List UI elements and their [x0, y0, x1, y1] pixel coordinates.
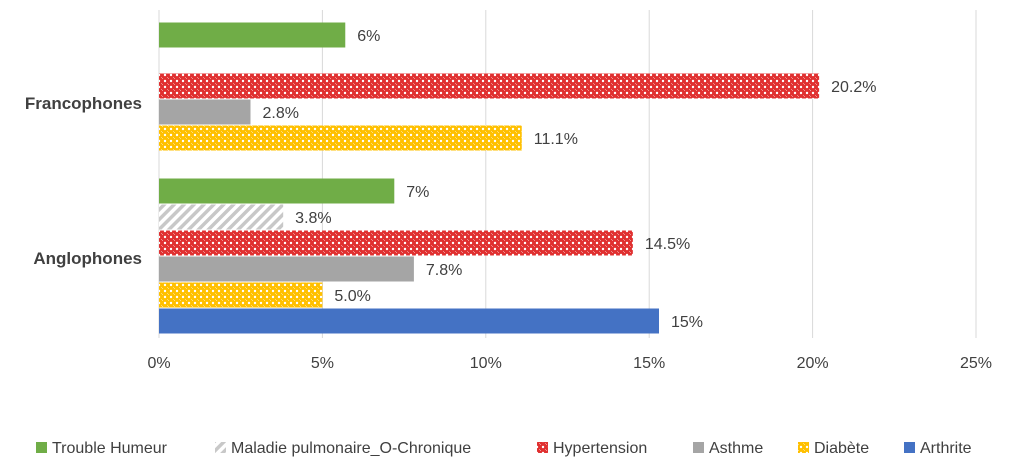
legend-swatch-arthrite: [904, 442, 915, 453]
x-tick-label: 20%: [797, 355, 829, 372]
bar-hypertension: [159, 73, 820, 99]
x-tick-label: 15%: [633, 355, 665, 372]
x-tick-label: 25%: [960, 355, 992, 372]
legend-label-asthme: Asthme: [709, 440, 763, 457]
data-label: 20.2%: [831, 79, 876, 96]
x-tick-label: 10%: [470, 355, 502, 372]
data-label: 2.8%: [263, 105, 299, 122]
bar-asthme: [159, 256, 414, 282]
bar-asthme: [159, 99, 251, 125]
data-label: 7%: [406, 184, 429, 201]
category-label: Francophones: [25, 94, 142, 113]
legend-swatch-hypertension: [537, 442, 548, 453]
bar-diabete: [159, 125, 522, 151]
legend-label-maladie-pulmonaire-o-chronique: Maladie pulmonaire_O-Chronique: [231, 440, 471, 457]
data-label: 11.1%: [534, 131, 578, 148]
legend-label-trouble-humeur: Trouble Humeur: [52, 440, 168, 457]
data-label: 5.0%: [334, 288, 370, 305]
data-label: 14.5%: [645, 236, 690, 253]
bar-hypertension: [159, 230, 633, 256]
legend-swatch-maladie-pulmonaire-o-chronique: [215, 442, 226, 453]
bar-diabete: [159, 282, 323, 308]
legend-swatch-diabete: [798, 442, 809, 453]
legend-label-arthrite: Arthrite: [920, 440, 972, 457]
x-tick-label: 5%: [311, 355, 334, 372]
legend-label-diabete: Diabète: [814, 440, 869, 457]
bar-trouble-humeur: [159, 178, 395, 204]
x-tick-label: 0%: [147, 355, 170, 372]
data-label: 15%: [671, 314, 703, 331]
legend-swatch-trouble-humeur: [36, 442, 47, 453]
data-label: 3.8%: [295, 210, 331, 227]
bar-maladie-pulmonaire-o-chronique: [159, 204, 284, 230]
bar-trouble-humeur: [159, 22, 346, 48]
data-label: 6%: [357, 28, 380, 45]
data-label: 7.8%: [426, 262, 462, 279]
legend-label-hypertension: Hypertension: [553, 440, 647, 457]
legend-swatch-asthme: [693, 442, 704, 453]
bar-arthrite: [159, 308, 660, 334]
category-label: Anglophones: [33, 249, 142, 268]
